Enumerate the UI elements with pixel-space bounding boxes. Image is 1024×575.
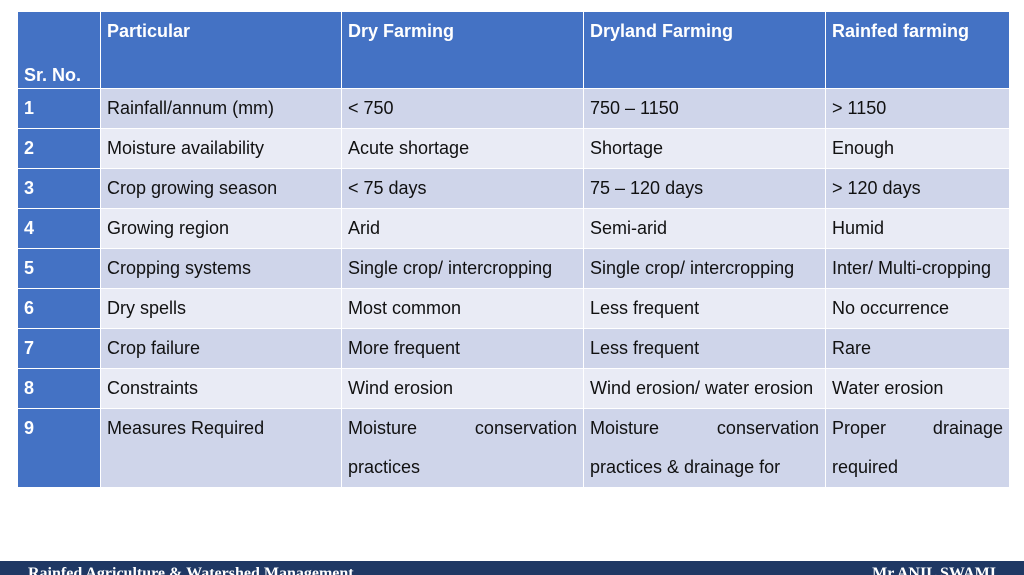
cell-dry: Wind erosion [341,368,584,409]
cell-rainfed: Enough [825,128,1010,169]
cell-rainfed: Humid [825,208,1010,249]
cell-particular: Dry spells [100,288,342,329]
table-row: 3 Crop growing season < 75 days 75 – 120… [17,168,1010,209]
table-header-row: Sr. No. Particular Dry Farming Dryland F… [17,11,1010,89]
cell-sr: 4 [17,208,101,249]
cell-particular: Measures Required [100,408,342,488]
table-row: 7 Crop failure More frequent Less freque… [17,328,1010,369]
header-sr-no: Sr. No. [17,11,101,89]
cell-dryland: Less frequent [583,328,826,369]
cell-rainfed: > 1150 [825,88,1010,129]
footer-author: Mr.ANIL SWAMI [872,565,996,575]
cell-dry: < 75 days [341,168,584,209]
header-dry-farming: Dry Farming [341,11,584,89]
cell-sr: 2 [17,128,101,169]
header-rainfed-farming: Rainfed farming [825,11,1010,89]
header-particular: Particular [100,11,342,89]
table-row: 1 Rainfall/annum (mm) < 750 750 – 1150 >… [17,88,1010,129]
cell-sr: 7 [17,328,101,369]
cell-particular: Crop growing season [100,168,342,209]
cell-rainfed: Rare [825,328,1010,369]
footer-course-title: Rainfed Agriculture & Watershed Manageme… [28,565,354,575]
cell-particular: Rainfall/annum (mm) [100,88,342,129]
cell-dry: Single crop/ intercropping [341,248,584,289]
cell-dry: Acute shortage [341,128,584,169]
cell-dryland: Single crop/ intercropping [583,248,826,289]
table-row: 9 Measures Required Moisture conservatio… [17,408,1010,488]
comparison-table: Sr. No. Particular Dry Farming Dryland F… [17,11,1010,488]
header-dryland-farming: Dryland Farming [583,11,826,89]
cell-rainfed: Proper drainage required [825,408,1010,488]
table-row: 8 Constraints Wind erosion Wind erosion/… [17,368,1010,409]
cell-sr: 9 [17,408,101,488]
cell-particular: Growing region [100,208,342,249]
cell-rainfed: No occurrence [825,288,1010,329]
cell-dryland: 750 – 1150 [583,88,826,129]
cell-particular: Cropping systems [100,248,342,289]
cell-dryland: Wind erosion/ water erosion [583,368,826,409]
table-row: 4 Growing region Arid Semi-arid Humid [17,208,1010,249]
cell-sr: 3 [17,168,101,209]
cell-particular: Constraints [100,368,342,409]
table-row: 6 Dry spells Most common Less frequent N… [17,288,1010,329]
cell-rainfed: Water erosion [825,368,1010,409]
cell-dryland: 75 – 120 days [583,168,826,209]
cell-sr: 1 [17,88,101,129]
footer-bar: Rainfed Agriculture & Watershed Manageme… [0,561,1024,575]
cell-dryland: Shortage [583,128,826,169]
cell-dryland: Moisture conservation practices & draina… [583,408,826,488]
cell-rainfed: Inter/ Multi-cropping [825,248,1010,289]
cell-dryland: Less frequent [583,288,826,329]
cell-dry: Arid [341,208,584,249]
cell-dry: Moisture conservation practices [341,408,584,488]
cell-particular: Crop failure [100,328,342,369]
table-row: 2 Moisture availability Acute shortage S… [17,128,1010,169]
cell-dry: More frequent [341,328,584,369]
cell-rainfed: > 120 days [825,168,1010,209]
table-row: 5 Cropping systems Single crop/ intercro… [17,248,1010,289]
cell-sr: 8 [17,368,101,409]
cell-sr: 6 [17,288,101,329]
cell-dry: < 750 [341,88,584,129]
cell-dry: Most common [341,288,584,329]
cell-particular: Moisture availability [100,128,342,169]
cell-dryland: Semi-arid [583,208,826,249]
cell-sr: 5 [17,248,101,289]
